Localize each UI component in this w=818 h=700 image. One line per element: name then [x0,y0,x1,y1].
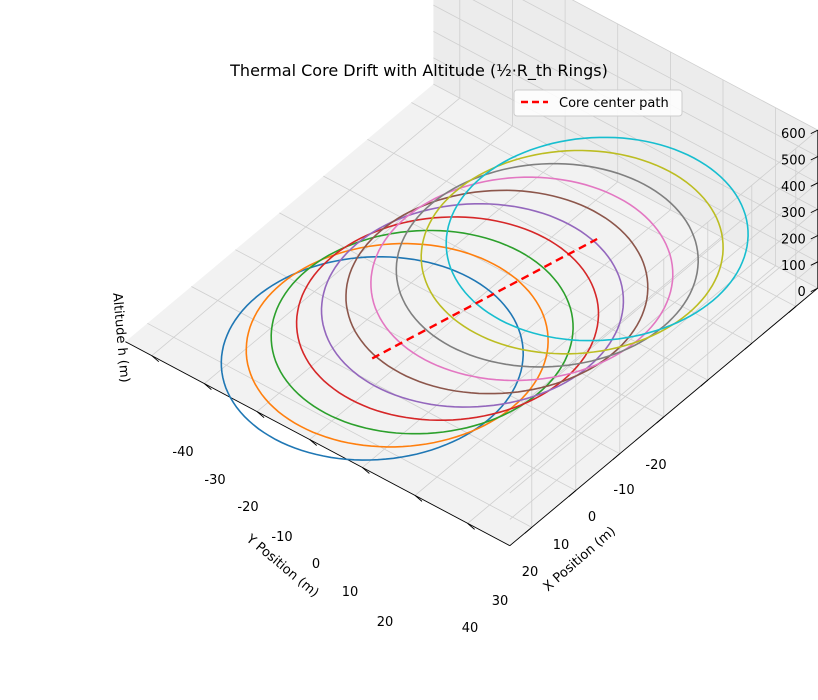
legend: Core center path [513,89,683,117]
ring-h250 [345,189,649,395]
z-tick-mark [810,156,818,161]
z-tick-mark [810,208,818,214]
x-tick-mark [309,439,317,446]
y-tick-mark [656,416,665,424]
y-tick-label: -30 [204,473,225,488]
x-tick-mark [256,411,265,418]
axis-panes [125,0,818,546]
core-path-series [371,237,598,360]
y-tick-label: 20 [377,615,394,630]
ring-h300 [370,176,674,382]
ring-h400 [420,149,724,355]
y-tick-label: 0 [312,557,320,572]
ring-h350 [395,162,700,368]
x-tick-mark [414,495,423,502]
x-tick-mark [362,467,370,474]
x-tick-label: -10 [613,483,634,498]
ring-h450 [445,136,749,342]
back-wall-y-pane [433,0,818,289]
x-tick-label: -20 [645,458,666,473]
z-tick-label: 300 [781,206,806,221]
z-tick-mark [810,129,818,135]
y-tick-label: 10 [342,585,359,600]
z-tick-label: 500 [781,154,806,169]
legend-label-core-path: Core center path [559,96,669,111]
z-tick-mark [810,287,818,293]
y-tick-label: -20 [237,500,258,515]
z-tick-mark [810,261,818,266]
x-tick-label: 20 [522,565,539,580]
z-tick-label: 100 [781,259,806,274]
z-tick-mark [810,182,818,187]
legend-box [513,89,683,117]
ring-series [220,136,749,461]
x-tick-label: 0 [588,510,596,525]
x-tick-label: 30 [492,594,509,609]
ring-h150 [295,216,600,422]
z-tick-label: 0 [798,285,806,300]
y-tick-mark [788,306,797,313]
x-tick-mark [204,383,212,390]
y-tick-mark [744,342,753,350]
y-tick-mark [524,526,533,534]
x-tick-label: 40 [462,621,479,636]
x-axis-line [125,341,511,547]
y-tick-label: -40 [172,445,193,460]
x-tick-mark [467,523,475,530]
y-tick-mark [700,379,709,387]
z-tick-label: 600 [781,127,806,142]
x-tick-mark [151,355,160,363]
core-path-line [371,237,598,360]
y-tick-label: -10 [271,530,292,545]
x-tick-label: 10 [553,538,570,553]
z-axis-label: Altitude h (m) [109,292,132,383]
z-tick-label: 400 [781,180,806,195]
axis-ticks: -20-10010203040-40-30-20-100102001002003… [151,127,818,636]
z-tick-label: 200 [781,233,806,248]
y-tick-mark [568,490,577,497]
x-axis-label: X Position (m) [541,524,619,595]
y-tick-mark [612,453,621,461]
chart-title: Thermal Core Drift with Altitude (½·R_th… [229,61,608,81]
z-tick-mark [810,235,818,240]
ring-h200 [320,203,625,408]
